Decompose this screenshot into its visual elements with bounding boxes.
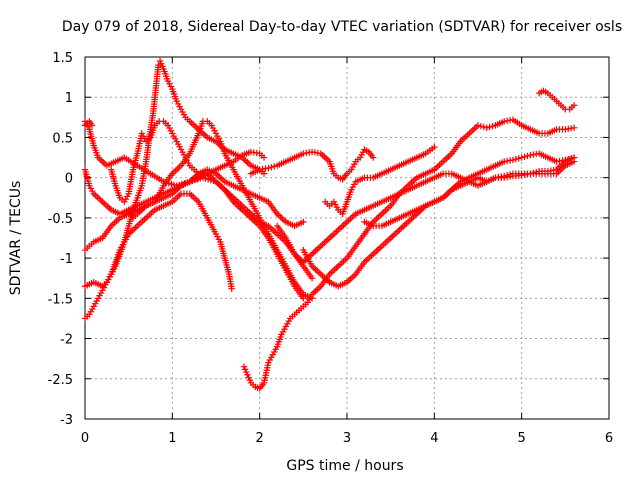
- data-point: [155, 61, 162, 69]
- data-point: [88, 122, 96, 129]
- data-point: [271, 163, 278, 170]
- data-point: [503, 172, 511, 179]
- data-point: [524, 152, 531, 160]
- data-point: [300, 218, 307, 226]
- y-tick-label: 0: [65, 172, 73, 187]
- y-axis-title: SDTVAR / TECUs: [8, 181, 24, 296]
- data-point: [486, 123, 493, 131]
- data-point: [570, 154, 578, 161]
- x-tick-label: 2: [256, 431, 264, 446]
- data-point: [260, 154, 268, 161]
- y-tick-label: -1.5: [48, 292, 73, 307]
- data-point: [308, 275, 316, 282]
- data-point: [515, 155, 522, 162]
- y-tick-label: -1: [60, 252, 73, 267]
- series-arc-12: [321, 143, 438, 218]
- data-point: [483, 124, 490, 131]
- y-tick-label: 1: [65, 91, 73, 106]
- chart-title: Day 079 of 2018, Sidereal Day-to-day VTE…: [62, 19, 622, 35]
- y-tick-label: -0.5: [48, 212, 73, 227]
- data-point: [265, 164, 272, 172]
- series-arc-5: [81, 190, 235, 292]
- data-point: [268, 164, 275, 171]
- series-arc-15: [535, 87, 578, 113]
- data-point: [509, 156, 517, 164]
- y-tick-label: -2: [60, 333, 73, 348]
- data-point: [530, 169, 537, 177]
- x-tick-label: 1: [168, 431, 176, 446]
- y-tick-label: -2.5: [48, 373, 73, 388]
- series-arc-14: [361, 154, 578, 230]
- series-arc-2: [81, 118, 96, 129]
- x-tick-label: 4: [430, 431, 438, 446]
- data-layer: [81, 57, 578, 392]
- data-point: [489, 122, 496, 130]
- y-tick-label: 1.5: [52, 51, 73, 66]
- data-point: [260, 170, 268, 177]
- x-axis-title: GPS time / hours: [286, 458, 403, 474]
- data-point: [521, 153, 528, 160]
- data-point: [533, 168, 540, 176]
- y-tick-label: -3: [60, 413, 73, 428]
- x-tick-label: 5: [518, 431, 526, 446]
- data-point: [431, 143, 438, 151]
- x-tick-label: 3: [343, 431, 351, 446]
- data-point: [570, 102, 578, 109]
- series-arc-8: [121, 118, 316, 302]
- data-point: [480, 123, 488, 131]
- x-tick-label: 0: [81, 431, 89, 446]
- data-point: [506, 171, 514, 178]
- tick-layer: 0 1 2 3 4 5 6 -3 -2.5 -2 -1.5 -1 -0.5 0 0.5 1 1.5: [48, 51, 614, 446]
- data-point: [477, 122, 485, 130]
- data-point: [518, 154, 525, 161]
- series-arc-10: [247, 146, 377, 183]
- data-point: [527, 170, 534, 177]
- data-point: [474, 122, 482, 129]
- x-tick-label: 6: [605, 431, 613, 446]
- series-arc-9: [240, 116, 578, 392]
- data-point: [501, 172, 508, 180]
- y-tick-label: 0.5: [52, 131, 73, 146]
- data-point: [570, 124, 578, 131]
- data-point: [370, 154, 377, 161]
- data-point: [512, 155, 520, 163]
- data-point: [228, 285, 235, 292]
